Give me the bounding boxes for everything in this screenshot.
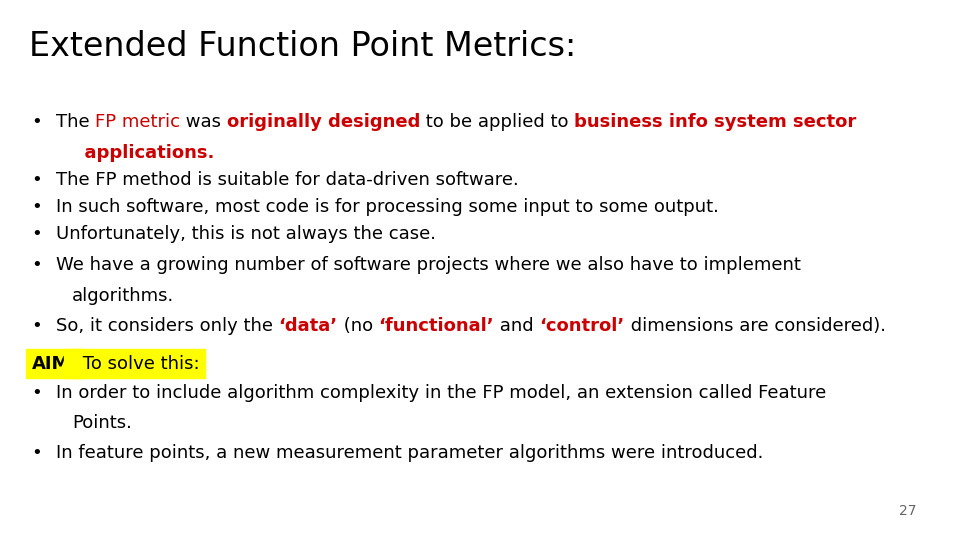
Text: •: •: [32, 384, 42, 402]
Text: Extended Function Point Metrics:: Extended Function Point Metrics:: [29, 30, 576, 63]
Text: was: was: [180, 113, 227, 131]
Text: ‘control’: ‘control’: [540, 317, 625, 335]
Text: We have a growing number of software projects where we also have to implement: We have a growing number of software pro…: [56, 256, 801, 274]
Text: In such software, most code is for processing some input to some output.: In such software, most code is for proce…: [56, 198, 718, 216]
Text: FP metric: FP metric: [95, 113, 180, 131]
Text: and: and: [494, 317, 540, 335]
Text: Points.: Points.: [72, 414, 132, 432]
Text: (no: (no: [338, 317, 378, 335]
Text: applications.: applications.: [72, 144, 214, 162]
Text: ‘functional’: ‘functional’: [378, 317, 494, 335]
Text: AIM: AIM: [32, 355, 70, 373]
Text: to be applied to: to be applied to: [420, 113, 574, 131]
Text: algorithms.: algorithms.: [72, 287, 175, 305]
Text: •: •: [32, 225, 42, 243]
Text: •: •: [32, 113, 42, 131]
Text: •: •: [32, 317, 42, 335]
Text: business info system sector: business info system sector: [574, 113, 856, 131]
Text: dimensions are considered).: dimensions are considered).: [625, 317, 886, 335]
Text: 27: 27: [900, 504, 917, 518]
Text: In order to include algorithm complexity in the FP model, an extension called Fe: In order to include algorithm complexity…: [56, 384, 826, 402]
Text: To solve this:: To solve this:: [77, 355, 200, 373]
Text: •: •: [32, 171, 42, 189]
Text: originally designed: originally designed: [227, 113, 420, 131]
Text: Unfortunately, this is not always the case.: Unfortunately, this is not always the ca…: [56, 225, 436, 243]
Text: The: The: [56, 113, 95, 131]
Text: :: :: [70, 355, 77, 373]
Text: ‘data’: ‘data’: [278, 317, 338, 335]
Text: In feature points, a new measurement parameter algorithms were introduced.: In feature points, a new measurement par…: [56, 444, 763, 462]
Text: •: •: [32, 444, 42, 462]
Text: •: •: [32, 256, 42, 274]
Text: So, it considers only the: So, it considers only the: [56, 317, 278, 335]
Text: •: •: [32, 198, 42, 216]
Text: The FP method is suitable for data-driven software.: The FP method is suitable for data-drive…: [56, 171, 518, 189]
